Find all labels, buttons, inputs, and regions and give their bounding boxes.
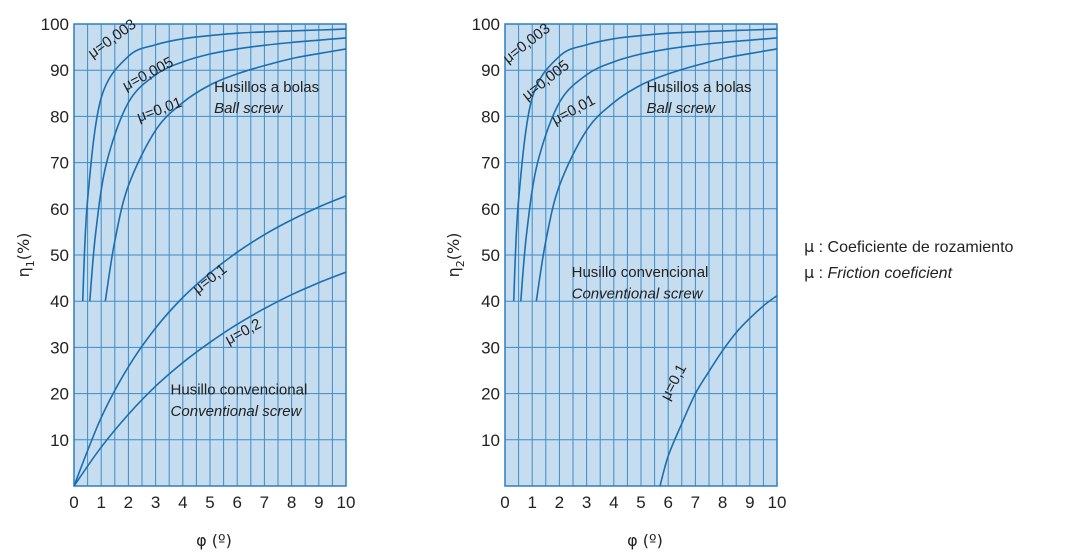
- legend-line-es: μ : Coeficiente de rozamiento: [804, 234, 1013, 260]
- y-tick-label: 50: [50, 246, 69, 265]
- y-axis-label-symbol: η: [14, 267, 33, 277]
- x-axis-label: φ (º): [196, 531, 232, 550]
- x-tick-label: 8: [718, 493, 727, 512]
- y-tick-label: 20: [50, 385, 69, 404]
- y-tick-label: 30: [50, 338, 69, 357]
- y-tick-label: 70: [50, 154, 69, 173]
- y-axis-label-subscript: 2: [454, 260, 467, 267]
- y-tick-label: 40: [50, 292, 69, 311]
- x-tick-label: 4: [178, 493, 187, 512]
- y-tick-label: 10: [481, 431, 500, 450]
- y-tick-label: 60: [481, 200, 500, 219]
- x-tick-label: 6: [663, 493, 672, 512]
- x-tick-label: 1: [96, 493, 105, 512]
- series-line: [73, 195, 347, 487]
- y-tick-label: 20: [481, 385, 500, 404]
- series-line: [89, 37, 347, 302]
- legend-text-es: Coeficiente de rozamiento: [827, 239, 1014, 256]
- plot-border: [73, 23, 347, 487]
- y-tick-label: 100: [41, 15, 69, 34]
- series-line: [535, 48, 778, 302]
- legend-separator: :: [814, 265, 828, 282]
- region-label: Conventional screw: [572, 285, 704, 302]
- series-line: [520, 37, 778, 302]
- legend: μ : Coeficiente de rozamiento μ : Fricti…: [804, 234, 1013, 286]
- region-label: Ball screw: [646, 100, 716, 117]
- series-line: [659, 295, 778, 487]
- y-tick-label: 10: [50, 431, 69, 450]
- region-label: Husillo convencional: [171, 382, 308, 399]
- x-tick-label: 7: [691, 493, 700, 512]
- legend-mu-symbol: μ: [804, 237, 815, 256]
- series-line: [73, 271, 347, 487]
- x-tick-label: 1: [527, 493, 536, 512]
- region-label: Ball screw: [214, 100, 284, 117]
- y-tick-label: 60: [50, 200, 69, 219]
- y-axis-label: η1(%): [14, 233, 37, 278]
- plot-border: [504, 23, 778, 487]
- y-tick-label: 70: [481, 154, 500, 173]
- x-tick-label: 0: [500, 493, 509, 512]
- y-tick-label: 40: [481, 292, 500, 311]
- y-axis-label: η2(%): [444, 233, 467, 278]
- x-tick-label: 7: [260, 493, 269, 512]
- series-line: [81, 28, 347, 302]
- legend-line-en: μ : Friction coeficient: [804, 260, 1013, 286]
- legend-text-en: Friction coeficient: [827, 265, 953, 282]
- region-label: Husillos a bolas: [214, 79, 319, 96]
- y-tick-label: 30: [481, 338, 500, 357]
- x-tick-label: 2: [555, 493, 564, 512]
- series-line: [104, 48, 347, 302]
- y-axis-label-unit: (%): [14, 233, 33, 261]
- x-tick-label: 9: [745, 493, 754, 512]
- legend-separator: :: [814, 239, 828, 256]
- legend-mu-symbol: μ: [804, 263, 815, 282]
- x-axis-label: φ (º): [627, 531, 663, 550]
- x-tick-label: 9: [314, 493, 323, 512]
- x-tick-label: 5: [205, 493, 214, 512]
- x-tick-label: 4: [609, 493, 618, 512]
- y-tick-label: 90: [481, 61, 500, 80]
- x-tick-label: 6: [232, 493, 241, 512]
- x-tick-label: 10: [768, 493, 787, 512]
- x-tick-label: 10: [337, 493, 356, 512]
- y-tick-label: 80: [481, 107, 500, 126]
- y-axis-label-unit: (%): [444, 233, 463, 261]
- y-tick-label: 90: [50, 61, 69, 80]
- series-line: [512, 28, 778, 302]
- x-tick-label: 3: [582, 493, 591, 512]
- y-tick-label: 100: [472, 15, 500, 34]
- y-tick-label: 80: [50, 107, 69, 126]
- x-tick-label: 3: [151, 493, 160, 512]
- x-tick-label: 8: [287, 493, 296, 512]
- y-tick-label: 50: [481, 246, 500, 265]
- region-label: Husillos a bolas: [646, 79, 751, 96]
- y-axis-label-symbol: η: [444, 267, 463, 277]
- region-label: Husillo convencional: [572, 264, 709, 281]
- x-tick-label: 5: [636, 493, 645, 512]
- y-axis-label-subscript: 1: [24, 260, 37, 267]
- x-tick-label: 0: [69, 493, 78, 512]
- region-label: Conventional screw: [171, 403, 303, 420]
- x-tick-label: 2: [124, 493, 133, 512]
